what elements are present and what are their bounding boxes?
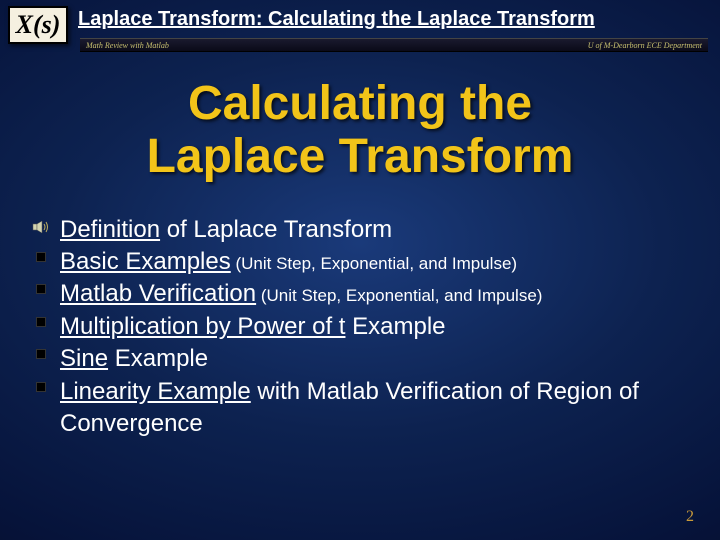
list-item: Sine Example (22, 343, 690, 375)
text: (Unit Step, Exponential, and Impulse) (231, 254, 517, 273)
bullet-text: Matlab Verification (Unit Step, Exponent… (60, 278, 690, 310)
link-linearity[interactable]: Linearity Example (60, 378, 251, 405)
link-definition[interactable]: Definition (60, 216, 160, 243)
bullet-text: Basic Examples (Unit Step, Exponential, … (60, 246, 690, 278)
text: of Laplace Transform (160, 216, 392, 243)
list-item: Multiplication by Power of t Example (22, 311, 690, 343)
text: (Unit Step, Exponential, and Impulse) (256, 286, 542, 305)
logo-text: X(s) (16, 10, 61, 40)
list-item: Linearity Example with Matlab Verificati… (22, 376, 690, 441)
bullet-icon (22, 246, 60, 262)
bullet-list: Definition of Laplace Transform Basic Ex… (22, 214, 690, 441)
subbar-left: Math Review with Matlab (86, 41, 169, 50)
bullet-icon (22, 343, 60, 359)
sub-header-bar: Math Review with Matlab U of M-Dearborn … (80, 38, 708, 52)
bullet-text: Linearity Example with Matlab Verificati… (60, 376, 690, 441)
list-item: Matlab Verification (Unit Step, Exponent… (22, 278, 690, 310)
bullet-text: Multiplication by Power of t Example (60, 311, 690, 343)
link-sine[interactable]: Sine (60, 345, 108, 372)
bullet-icon (22, 278, 60, 294)
list-item: Basic Examples (Unit Step, Exponential, … (22, 246, 690, 278)
bullet-text: Sine Example (60, 343, 690, 375)
bullet-icon (22, 376, 60, 392)
speaker-icon (22, 214, 60, 234)
main-title-line1: Calculating the (188, 77, 532, 130)
header-title: Laplace Transform: Calculating the Lapla… (78, 8, 595, 31)
subbar-right: U of M-Dearborn ECE Department (588, 41, 702, 50)
text: Example (108, 345, 208, 372)
link-matlab-verification[interactable]: Matlab Verification (60, 280, 256, 307)
bullet-text: Definition of Laplace Transform (60, 214, 690, 246)
bullet-icon (22, 311, 60, 327)
link-multiplication[interactable]: Multiplication by Power of t (60, 313, 345, 340)
main-title: Calculating the Laplace Transform (0, 78, 720, 184)
logo-box: X(s) (8, 6, 68, 44)
main-title-line2: Laplace Transform (147, 130, 574, 183)
text: Example (345, 313, 445, 340)
page-number: 2 (686, 508, 694, 526)
link-basic-examples[interactable]: Basic Examples (60, 248, 231, 275)
list-item: Definition of Laplace Transform (22, 214, 690, 246)
